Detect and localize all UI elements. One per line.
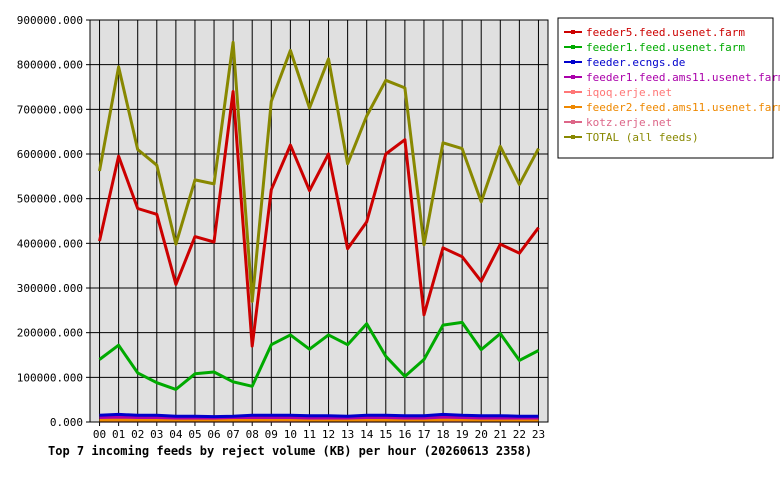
- y-tick-label: 500000.000: [17, 193, 83, 206]
- legend-label: iqoq.erje.net: [586, 86, 672, 99]
- x-tick-label: 02: [131, 428, 144, 441]
- legend: feeder5.feed.usenet.farm feeder1.feed.use…: [557, 17, 780, 159]
- series-line-7: [98, 40, 540, 303]
- y-tick-label: 800000.000: [17, 59, 83, 72]
- x-tick-label: 09: [265, 428, 278, 441]
- x-tick-label: 07: [227, 428, 240, 441]
- plot-frame: [89, 19, 549, 423]
- x-tick-label: 15: [379, 428, 392, 441]
- legend-label: feeder1.feed.ams11.usenet.farm: [586, 71, 780, 84]
- legend-marker: [571, 120, 575, 124]
- x-axis-ticks: 00 01 02 03 04 05 06 07 08 09 10 11 12 13 14 15 16 17 18 19…: [93, 422, 545, 441]
- series-line-5: [99, 418, 539, 423]
- chart-title: Top 7 incoming feeds by reject volume (K…: [48, 444, 532, 458]
- legend-items: feeder5.feed.usenet.farm feeder1.feed.use…: [564, 26, 780, 144]
- x-tick-label: 08: [246, 428, 259, 441]
- series-line-3: [99, 415, 539, 420]
- legend-box: [557, 17, 774, 159]
- x-tick-label: 22: [513, 428, 526, 441]
- series-lines: [98, 40, 540, 423]
- x-tick-label: 04: [169, 428, 183, 441]
- legend-label: feeder2.feed.ams11.usenet.farm: [586, 101, 780, 114]
- x-tick-label: 16: [398, 428, 411, 441]
- y-axis-ticks: 0.000 100000.000 200000.000 300000.000 40000…: [17, 14, 90, 429]
- legend-label: feeder.ecngs.de: [586, 56, 685, 69]
- legend-label: TOTAL (all feeds): [586, 131, 699, 144]
- y-tick-label: 600000.000: [17, 148, 83, 161]
- x-tick-label: 00: [93, 428, 106, 441]
- y-tick-label: 0.000: [50, 416, 83, 429]
- y-tick-label: 700000.000: [17, 103, 83, 116]
- y-tick-label: 300000.000: [17, 282, 83, 295]
- y-tick-label: 100000.000: [17, 371, 83, 384]
- x-tick-label: 05: [188, 428, 201, 441]
- x-tick-label: 19: [456, 428, 469, 441]
- legend-label: kotz.erje.net: [586, 116, 672, 129]
- legend-marker: [571, 30, 575, 34]
- x-tick-label: 03: [150, 428, 163, 441]
- x-tick-label: 21: [494, 428, 507, 441]
- x-tick-label: 11: [303, 428, 316, 441]
- legend-label: feeder5.feed.usenet.farm: [586, 26, 745, 39]
- x-tick-label: 14: [360, 428, 374, 441]
- legend-marker: [571, 75, 575, 79]
- x-tick-label: 01: [112, 428, 125, 441]
- series-line-1: [98, 320, 540, 391]
- legend-marker: [571, 45, 575, 49]
- legend-marker: [571, 90, 575, 94]
- y-tick-label: 200000.000: [17, 327, 83, 340]
- y-tick-label: 400000.000: [17, 237, 83, 250]
- x-tick-label: 12: [322, 428, 335, 441]
- x-tick-label: 20: [475, 428, 488, 441]
- x-tick-label: 06: [207, 428, 220, 441]
- x-tick-label: 10: [284, 428, 297, 441]
- x-tick-label: 17: [417, 428, 430, 441]
- x-tick-label: 13: [341, 428, 354, 441]
- legend-marker: [571, 135, 575, 139]
- series-line-2: [99, 412, 539, 419]
- y-tick-label: 900000.000: [17, 14, 83, 27]
- legend-marker: [571, 105, 575, 109]
- x-tick-label: 18: [436, 428, 449, 441]
- legend-marker: [571, 60, 575, 64]
- x-tick-label: 23: [532, 428, 545, 441]
- series-line-0: [98, 90, 540, 348]
- legend-label: feeder1.feed.usenet.farm: [586, 41, 745, 54]
